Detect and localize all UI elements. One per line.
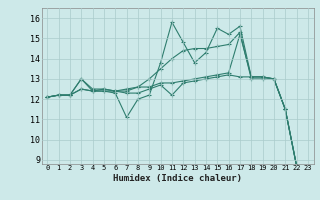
X-axis label: Humidex (Indice chaleur): Humidex (Indice chaleur) — [113, 174, 242, 183]
